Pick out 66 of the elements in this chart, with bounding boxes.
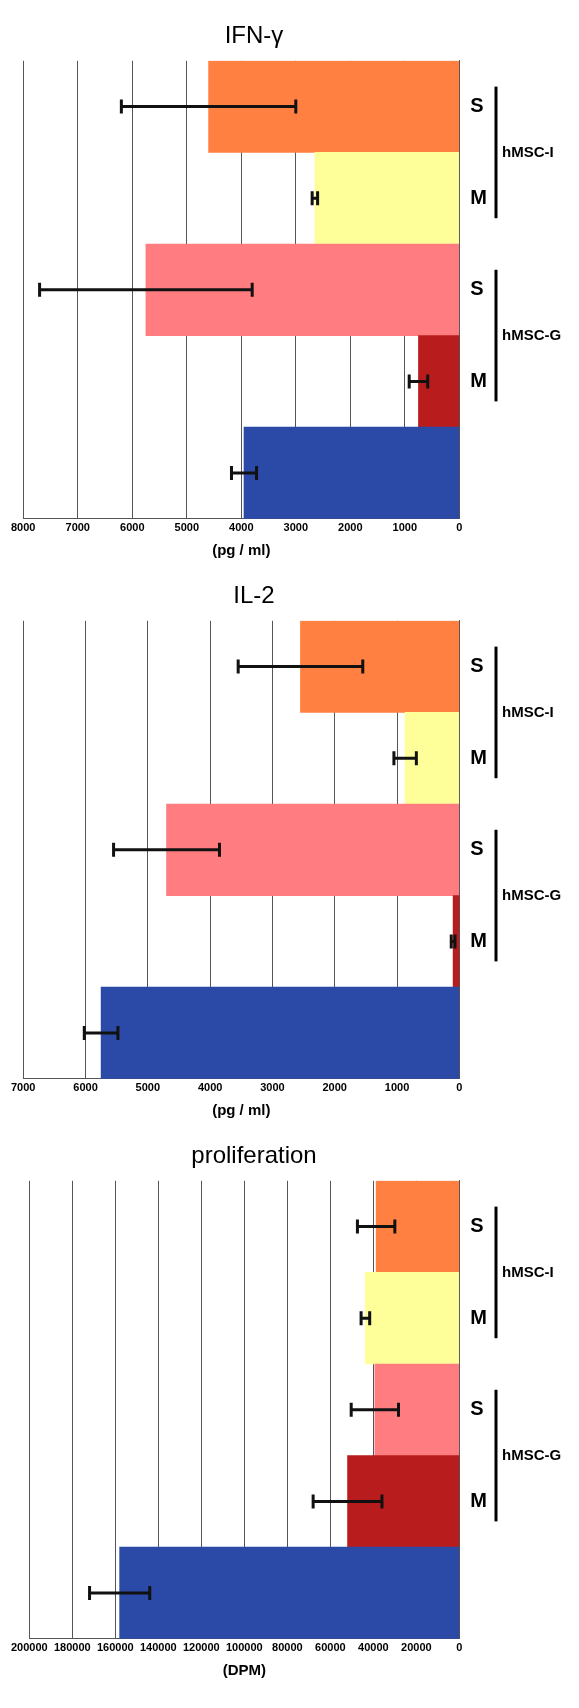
x-axis-title: (pg / ml): [212, 1101, 271, 1119]
x-tick-label: 100000: [225, 1641, 263, 1654]
y-tick-label: S: [470, 1397, 484, 1420]
x-tick-label: 8000: [10, 521, 36, 534]
bar: [418, 335, 460, 428]
bar: [365, 1272, 460, 1365]
x-tick-label: 0: [456, 521, 463, 534]
text: hMSC-G: [502, 1445, 562, 1463]
bar: [119, 1546, 460, 1639]
x-tick-label: 0: [456, 1641, 463, 1654]
x-tick-label: 200000: [10, 1641, 48, 1654]
text: hMSC-G: [502, 885, 562, 903]
y-tick-label: M: [470, 928, 488, 951]
x-tick-label: 6000: [120, 521, 145, 534]
x-tick-label: 4000: [229, 521, 254, 534]
bar: [243, 426, 460, 519]
y-tick-label: M: [470, 368, 488, 391]
chart-title: proliferation: [191, 1141, 317, 1169]
bar: [347, 1455, 460, 1548]
y-tick-label: M: [470, 745, 488, 768]
x-tick-label: 7000: [65, 521, 90, 534]
y-tick-label: S: [470, 654, 484, 677]
text: hMSC-I: [502, 702, 554, 720]
x-axis-title: (pg / ml): [212, 541, 271, 559]
bar: [208, 60, 460, 153]
bar: [404, 712, 460, 805]
x-tick-label: 140000: [139, 1641, 177, 1654]
bar: [300, 620, 460, 713]
bar: [100, 986, 460, 1079]
y-tick-label: M: [470, 185, 488, 208]
y-tick-label: M: [470, 1305, 488, 1328]
bar: [375, 1180, 460, 1273]
x-tick-label: 0: [456, 1081, 463, 1094]
x-tick-label: 6000: [73, 1081, 98, 1094]
x-tick-label: 1000: [392, 521, 418, 534]
x-tick-label: 160000: [96, 1641, 134, 1654]
bar: [314, 152, 460, 245]
x-tick-label: 4000: [197, 1081, 223, 1094]
x-tick-label: 3000: [283, 521, 309, 534]
y-tick-label: S: [470, 94, 484, 117]
x-tick-label: 5000: [174, 521, 200, 534]
chart-title: IL-2: [233, 581, 275, 609]
x-tick-label: 80000: [272, 1641, 303, 1654]
x-tick-label: 40000: [358, 1641, 389, 1654]
text: hMSC-G: [502, 325, 562, 343]
y-tick-label: S: [470, 277, 484, 300]
y-tick-label: M: [470, 1488, 488, 1511]
x-tick-label: 180000: [53, 1641, 91, 1654]
x-tick-label: 3000: [260, 1081, 285, 1094]
x-tick-label: 5000: [135, 1081, 161, 1094]
x-tick-label: 120000: [182, 1641, 220, 1654]
x-tick-label: 7000: [10, 1081, 36, 1094]
x-tick-label: 1000: [384, 1081, 410, 1094]
bar: [166, 803, 460, 896]
x-axis-title: (DPM): [222, 1661, 267, 1679]
chart-title: IFN-γ: [224, 21, 284, 49]
x-tick-label: 20000: [401, 1641, 432, 1654]
y-tick-label: S: [470, 837, 484, 860]
y-tick-label: S: [470, 1214, 484, 1237]
x-tick-label: 2000: [338, 521, 363, 534]
text: hMSC-I: [502, 1262, 554, 1280]
bar: [374, 1363, 460, 1456]
x-tick-label: 60000: [315, 1641, 346, 1654]
bar: [145, 243, 460, 336]
x-tick-label: 2000: [322, 1081, 347, 1094]
text: hMSC-I: [502, 142, 554, 160]
